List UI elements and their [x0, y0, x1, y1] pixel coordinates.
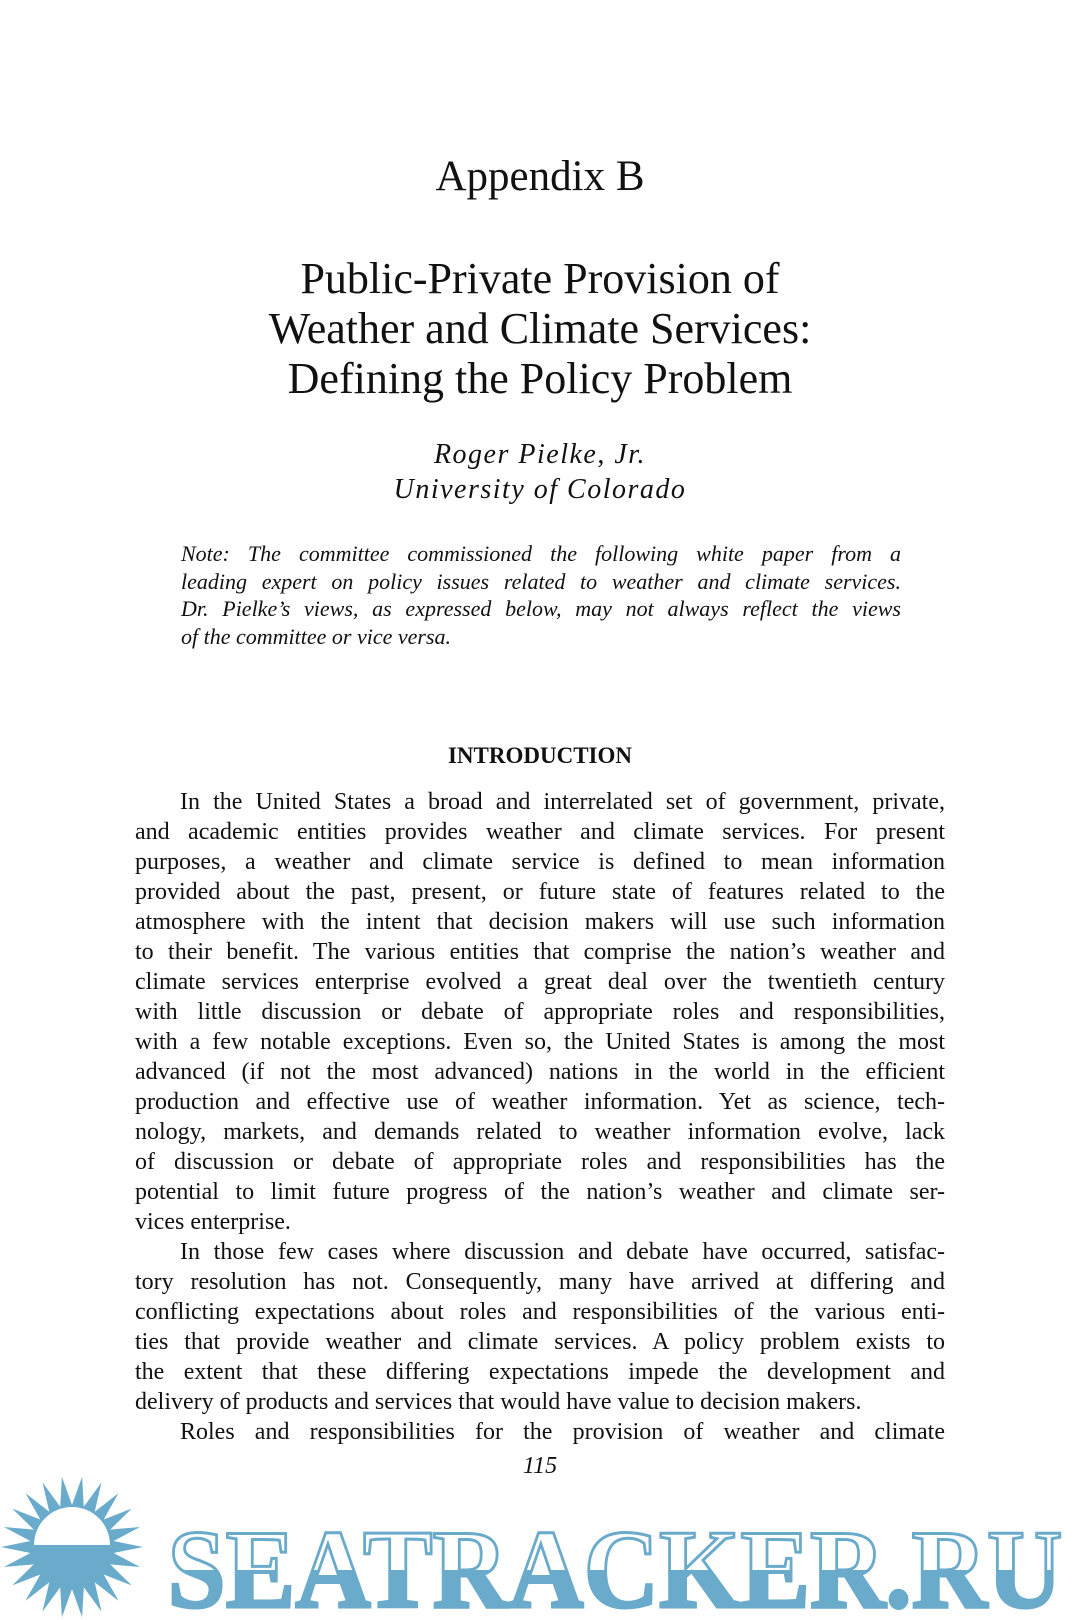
text-line: with a few notable exceptions. Even so, …	[135, 1029, 945, 1055]
note-line: Dr. Pielke’s views, as expressed below, …	[181, 596, 901, 621]
page-number: 115	[522, 1453, 558, 1479]
watermark-logo: SEATRACKER.RU	[1, 1476, 1064, 1620]
editor-note: Note: The committee commissioned the fol…	[181, 540, 901, 650]
text-line: Roles and responsibilities for the provi…	[180, 1419, 945, 1445]
text-line: climate services enterprise evolved a gr…	[135, 969, 945, 995]
sun-rays	[1, 1476, 143, 1618]
text-line: conflicting expectations about roles and…	[135, 1299, 945, 1325]
text-line: with little discussion or debate of appr…	[135, 999, 945, 1025]
paragraph: In those few cases where discussion and …	[135, 1237, 945, 1417]
author-block: Roger Pielke, Jr. University of Colorado	[0, 437, 1080, 507]
text-line: tory resolution has not. Consequently, m…	[135, 1269, 945, 1295]
body-text: In the United States a broad and interre…	[135, 787, 945, 1447]
title-line: Public-Private Provision of	[300, 254, 780, 303]
text-line: In the United States a broad and interre…	[180, 789, 945, 815]
text-line: advanced (if not the most advanced) nati…	[135, 1059, 945, 1085]
text-line: to their benefit. The various entities t…	[135, 939, 945, 965]
sun-icon	[1, 1476, 143, 1618]
paper-title: Public-Private Provision of Weather and …	[0, 254, 1080, 404]
text-line: production and effective use of weather …	[135, 1089, 945, 1115]
note-line: Note: The committee commissioned the fol…	[181, 541, 901, 566]
text-line: the extent that these differing expectat…	[135, 1359, 945, 1385]
text-line: provided about the past, present, or fut…	[135, 879, 945, 905]
note-line: of the committee or vice versa.	[181, 623, 452, 649]
text-line: of discussion or debate of appropriate r…	[135, 1149, 945, 1175]
text-line: delivery of products and services that w…	[135, 1389, 862, 1415]
text-line: atmosphere with the intent that decision…	[135, 909, 945, 935]
note-line: leading expert on policy issues related …	[181, 568, 901, 594]
text-line: vices enterprise.	[135, 1209, 291, 1235]
title-line: Defining the Policy Problem	[287, 354, 793, 403]
title-line: Weather and Climate Services:	[268, 304, 812, 353]
sun-disc	[34, 1507, 110, 1545]
text-line: and academic entities provides weather a…	[135, 819, 945, 845]
text-line: ties that provide weather and climate se…	[135, 1329, 945, 1355]
watermark-text: SEATRACKER.RU	[168, 1508, 1063, 1620]
author-affiliation: University of Colorado	[393, 474, 687, 505]
text-line: potential to limit future progress of th…	[135, 1179, 945, 1205]
text-line: nology, markets, and demands related to …	[135, 1119, 945, 1145]
paragraph: Roles and responsibilities for the provi…	[135, 1417, 945, 1447]
appendix-heading: Appendix B	[435, 153, 645, 200]
author-name: Roger Pielke, Jr.	[433, 439, 647, 470]
section-heading: INTRODUCTION	[447, 743, 633, 768]
paragraph: In the United States a broad and interre…	[135, 787, 945, 1237]
text-line: purposes, a weather and climate service …	[135, 849, 945, 875]
text-line: In those few cases where discussion and …	[180, 1239, 945, 1265]
